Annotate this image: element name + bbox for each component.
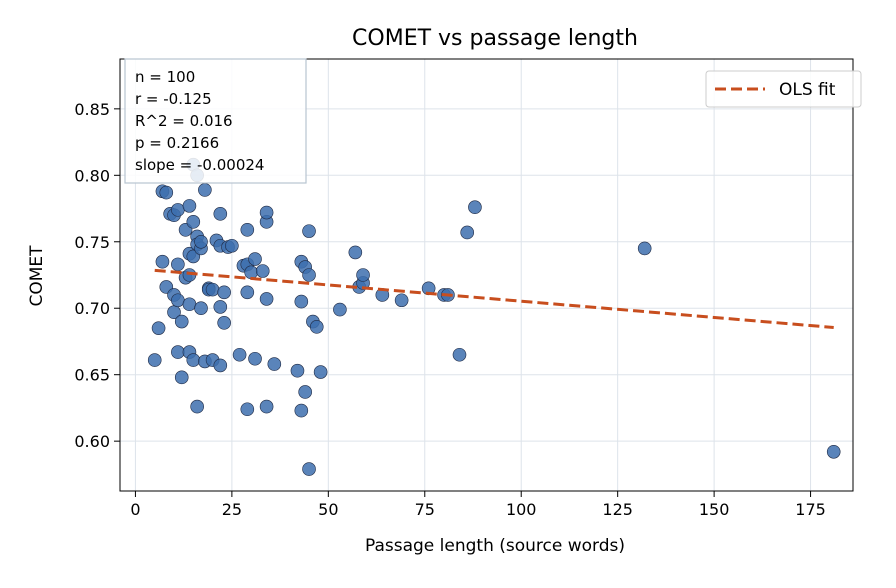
- data-point: [151, 321, 166, 335]
- data-point: [259, 205, 274, 220]
- data-point: [309, 320, 324, 334]
- y-tick-label: 0.80: [74, 166, 110, 185]
- data-point: [267, 357, 282, 371]
- stats-p-value: p = 0.2166: [135, 134, 219, 152]
- plot-frame: [119, 58, 854, 492]
- x-tick-label: 150: [699, 500, 730, 519]
- x-tick-label: 25: [222, 500, 242, 519]
- y-tick-label: 0.60: [74, 432, 110, 451]
- data-point: [194, 234, 208, 249]
- stats-box: n = 100 r = -0.125 R^2 = 0.016 p = 0.216…: [124, 58, 307, 184]
- data-point: [248, 351, 262, 366]
- data-point: [147, 353, 162, 367]
- x-axis-label: Passage length (source words): [365, 536, 625, 556]
- x-tick-label: 175: [795, 500, 826, 519]
- data-point: [259, 399, 274, 414]
- legend: OLS fit: [705, 70, 862, 108]
- data-point: [174, 370, 189, 385]
- data-point: [217, 316, 231, 330]
- data-point: [294, 294, 309, 309]
- legend-label-ols: OLS fit: [779, 80, 836, 100]
- data-point: [174, 314, 189, 329]
- data-point: [159, 185, 174, 200]
- data-point: [302, 268, 316, 282]
- data-point: [394, 293, 409, 308]
- data-point: [248, 252, 262, 266]
- data-point: [259, 292, 274, 306]
- x-tick-label: 0: [130, 500, 140, 519]
- x-axis: 0 25 50 75 100 125 150 175: [130, 491, 826, 519]
- y-tick-label: 0.85: [74, 100, 110, 119]
- data-point: [171, 345, 185, 359]
- data-point: [244, 265, 258, 280]
- x-tick-label: 100: [506, 500, 537, 519]
- data-point: [190, 399, 204, 414]
- data-point: [194, 301, 208, 316]
- data-point: [186, 215, 201, 229]
- data-point: [171, 257, 185, 272]
- data-point: [155, 254, 170, 269]
- data-point: [290, 363, 305, 378]
- x-tick-label: 75: [415, 500, 435, 519]
- data-point: [452, 347, 467, 362]
- data-point: [186, 353, 201, 367]
- chart-title: COMET vs passage length: [352, 26, 638, 51]
- data-point: [240, 402, 255, 417]
- data-point: [348, 245, 363, 260]
- data-point: [213, 300, 228, 314]
- data-point: [313, 365, 328, 379]
- data-point: [182, 297, 197, 312]
- grid: [120, 59, 853, 491]
- fit-line-layer: [154, 268, 834, 329]
- data-point: [232, 347, 247, 362]
- x-tick-label: 125: [602, 500, 633, 519]
- data-point: [826, 444, 841, 459]
- data-point: [460, 225, 475, 240]
- data-point: [217, 285, 231, 300]
- data-point: [198, 183, 212, 197]
- data-point: [240, 223, 255, 237]
- y-tick-label: 0.70: [74, 299, 110, 318]
- data-point: [468, 200, 482, 215]
- x-tick-label: 50: [318, 500, 338, 519]
- data-point: [171, 203, 185, 217]
- data-point: [302, 224, 316, 238]
- data-point: [333, 302, 347, 317]
- data-point: [240, 285, 255, 300]
- data-point: [213, 207, 228, 221]
- data-point: [205, 282, 220, 297]
- y-axis-label: COMET: [27, 245, 47, 307]
- data-point: [298, 385, 312, 399]
- stats-n: n = 100: [135, 68, 195, 86]
- data-point: [356, 268, 370, 282]
- stats-slope: slope = -0.00024: [135, 156, 264, 174]
- data-point: [255, 264, 270, 278]
- stats-r: r = -0.125: [135, 90, 212, 108]
- stats-box-frame: [124, 58, 307, 184]
- stats-r-squared: R^2 = 0.016: [135, 112, 233, 130]
- data-point: [171, 293, 185, 308]
- ols-fit-line: [154, 268, 834, 329]
- data-point: [182, 199, 197, 213]
- data-point: [637, 241, 652, 256]
- y-tick-label: 0.75: [74, 233, 110, 252]
- data-point: [294, 403, 309, 418]
- data-point: [213, 358, 228, 373]
- y-tick-label: 0.65: [74, 366, 110, 385]
- legend-frame: [705, 70, 862, 108]
- data-point: [225, 238, 239, 253]
- y-axis: 0.60 0.65 0.70 0.75 0.80 0.85: [74, 100, 120, 451]
- data-point: [302, 462, 316, 476]
